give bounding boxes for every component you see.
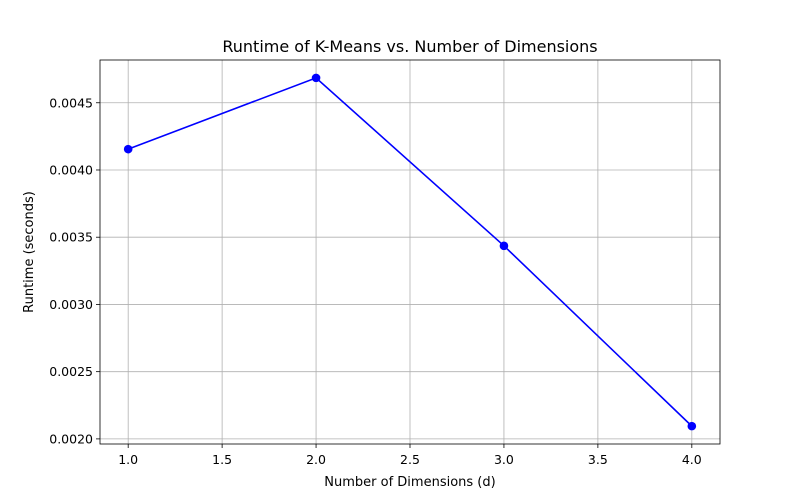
y-axis-title: Runtime (seconds): [22, 191, 37, 313]
axis-ticks: 1.0 1.5 2.0 2.5 3.0 3.5 4.0 0.0020 0.0025 0.0030 0…: [49, 95, 702, 467]
x-tick-label: 2.0: [306, 452, 326, 467]
series-line: [127, 76, 693, 427]
y-tick-label: 0.0030: [49, 297, 93, 312]
data-point: [123, 144, 133, 154]
x-tick-label: 3.0: [494, 452, 514, 467]
x-tick-label: 1.0: [118, 452, 138, 467]
data-point: [687, 421, 697, 431]
x-tick-label: 1.5: [212, 452, 232, 467]
y-tick-label: 0.0025: [49, 364, 93, 379]
y-tick-label: 0.0045: [49, 95, 93, 110]
y-tick-label: 0.0040: [49, 162, 93, 177]
grid: [100, 60, 720, 444]
x-tick-label: 3.5: [588, 452, 608, 467]
plot-frame: [99, 59, 721, 445]
y-tick-label: 0.0035: [49, 230, 93, 245]
series: [123, 73, 697, 431]
data-point: [311, 73, 321, 83]
x-axis-title: Number of Dimensions (d): [324, 475, 495, 490]
x-tick-label: 2.5: [400, 452, 420, 467]
x-tick-label: 4.0: [682, 452, 702, 467]
data-point: [499, 241, 509, 251]
chart-title: Runtime of K-Means vs. Number of Dimensi…: [222, 37, 597, 56]
y-tick-label: 0.0020: [49, 431, 93, 446]
